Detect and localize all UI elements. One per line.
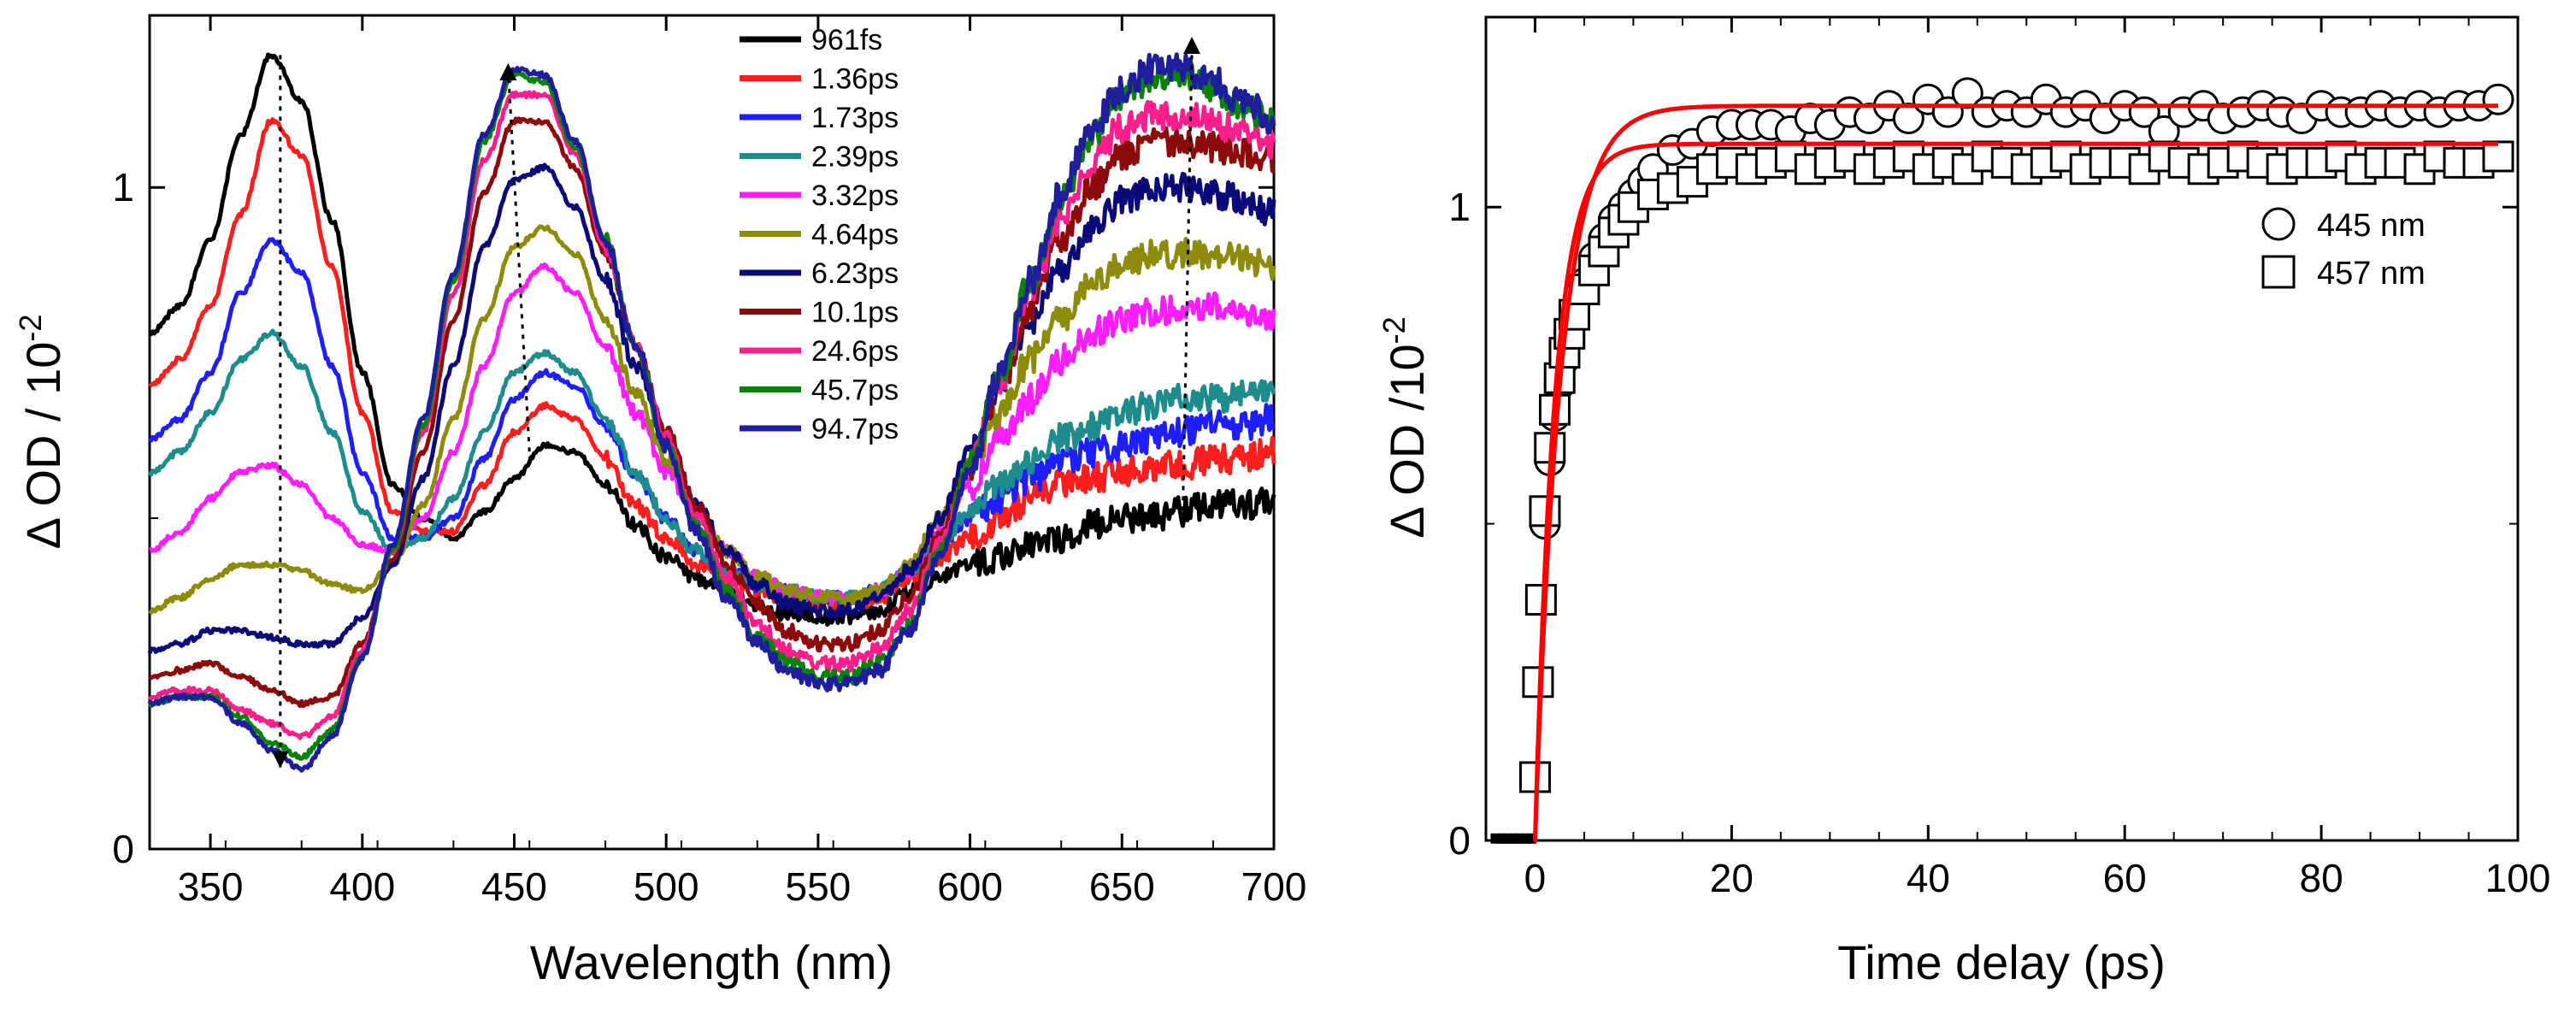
x-tick-label-spectra: 550 (786, 864, 852, 909)
y-axis-title-kinetics-text: Δ OD /10 (1380, 344, 1434, 538)
x-tick-label-kinetics: 40 (1907, 856, 1950, 900)
fit-line-457nm (1533, 141, 2498, 843)
plot-frame-kinetics (1484, 15, 2520, 842)
legend-label-2-39ps: 2.39ps (811, 141, 899, 174)
data-point-445nm (2482, 83, 2514, 115)
legend-label-45-7ps: 45.7ps (811, 374, 899, 407)
x-axis-title-kinetics: Time delay (ps) (1837, 935, 2166, 989)
legend-label-24-6ps: 24.6ps (811, 335, 899, 368)
x-tick-label-kinetics: 60 (2103, 856, 2147, 900)
series-line-6-23ps (147, 162, 1276, 654)
svg-text:Δ OD /10-2: Δ OD /10-2 (1376, 316, 1434, 538)
legend-label-3-32ps: 3.32ps (811, 180, 899, 212)
x-tick-label-spectra: 400 (329, 864, 395, 909)
spectra-legend: 961fs 1.36ps 1.73ps 2.39ps 3.32ps 4.64ps 6.23p… (740, 24, 899, 445)
x-tick-label-spectra: 500 (634, 864, 699, 909)
x-tick-label-spectra: 700 (1241, 864, 1307, 909)
dotted-peak-line (506, 68, 531, 452)
legend-label-457nm: 457 nm (2317, 256, 2426, 292)
y-tick-label-spectra: 1 (112, 165, 134, 209)
legend-marker-square (2261, 255, 2296, 289)
triangle-down-marker (271, 751, 289, 769)
triangle-up-marker (499, 62, 517, 80)
x-axis-title-spectra: Wavelength (nm) (530, 935, 893, 989)
y-tick-label-kinetics: 0 (1448, 818, 1471, 863)
series-line-961fs (148, 52, 1276, 627)
kinetics-legend: 445 nm 457 nm (2261, 207, 2426, 292)
spectra-annotations (271, 36, 1201, 770)
spectra-ticks: 350 400 450 500 550 600 650 700 0 1 (112, 15, 1306, 909)
x-tick-label-kinetics: 80 (2300, 856, 2343, 900)
y-axis-exponent-kinetics: -2 (1376, 316, 1412, 344)
x-tick-label-kinetics: 100 (2485, 856, 2551, 900)
data-point-457nm (1529, 495, 1561, 528)
legend-label-10-1ps: 10.1ps (811, 297, 899, 329)
legend-label-961fs: 961fs (811, 24, 882, 56)
x-tick-label-spectra: 600 (937, 864, 1003, 909)
x-tick-label-spectra: 350 (178, 864, 244, 909)
legend-label-94-7ps: 94.7ps (811, 413, 899, 445)
y-axis-title-kinetics: Δ OD /10-2 (1376, 316, 1434, 538)
y-tick-label-kinetics: 1 (1448, 185, 1471, 229)
kinetics-series (1490, 77, 2514, 844)
legend-label-1-73ps: 1.73ps (811, 102, 899, 134)
data-point-457nm (2482, 140, 2514, 173)
fit-line-445nm (1533, 103, 2498, 843)
svg-text:Δ OD / 10-2: Δ OD / 10-2 (13, 315, 70, 550)
y-tick-label-spectra: 0 (112, 827, 134, 871)
x-tick-label-kinetics: 0 (1524, 856, 1547, 900)
x-tick-label-kinetics: 20 (1710, 856, 1754, 900)
data-point-457nm (1524, 584, 1557, 616)
legend-label-4-64ps: 4.64ps (811, 219, 899, 251)
y-axis-title-spectra: Δ OD / 10-2 (13, 315, 70, 550)
series-line-94-7ps (148, 52, 1276, 773)
kinetics-ticks: 0 20 40 60 80 100 0 1 (1448, 17, 2550, 900)
legend-label-6-23ps: 6.23ps (811, 257, 899, 290)
legend-marker-circle (2261, 207, 2296, 241)
x-tick-label-spectra: 450 (481, 864, 547, 909)
y-axis-title-spectra-text: Δ OD / 10 (16, 342, 70, 550)
legend-label-1-36ps: 1.36ps (811, 63, 899, 96)
panel-kinetics: 0 20 40 60 80 100 0 1 445 nm 457 nm Time delay (… (1376, 15, 2550, 989)
series-line-24-6ps (147, 90, 1276, 740)
panel-spectra: 350 400 450 500 550 600 650 700 0 1 961fs 1.36ps 1.… (13, 14, 1306, 989)
triangle-up-marker (1183, 36, 1201, 54)
legend-label-445nm: 445 nm (2317, 208, 2426, 244)
plot-frame-spectra (148, 14, 1276, 851)
series-line-1-36ps (148, 117, 1276, 614)
y-axis-exponent-spectra: -2 (13, 315, 48, 342)
x-tick-label-spectra: 650 (1089, 864, 1155, 909)
spectra-series (147, 52, 1276, 773)
